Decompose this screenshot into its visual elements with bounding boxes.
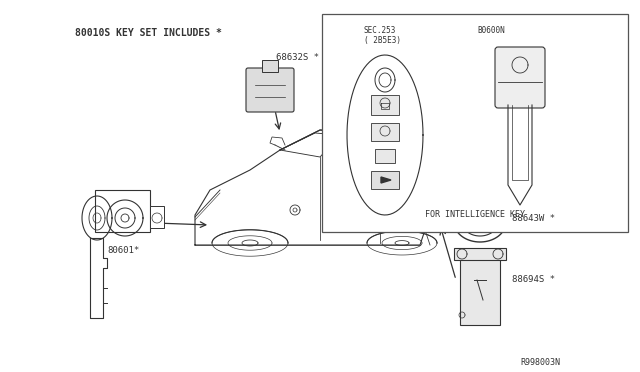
Text: SEC.253
( 2B5E3): SEC.253 ( 2B5E3): [364, 26, 401, 45]
Polygon shape: [381, 177, 391, 183]
Bar: [371, 95, 399, 115]
Bar: [322, 14, 628, 232]
Text: 88643W *: 88643W *: [512, 214, 555, 222]
FancyBboxPatch shape: [495, 47, 545, 108]
Text: 68632S *: 68632S *: [276, 53, 319, 62]
Text: 80010S KEY SET INCLUDES *: 80010S KEY SET INCLUDES *: [75, 28, 222, 38]
Bar: [371, 123, 399, 141]
Bar: [262, 60, 278, 72]
Text: B0600N: B0600N: [477, 26, 505, 35]
FancyBboxPatch shape: [246, 68, 294, 112]
Text: R998003N: R998003N: [520, 358, 560, 367]
Bar: [375, 149, 395, 163]
Bar: [454, 248, 506, 260]
Text: 88694S *: 88694S *: [512, 276, 555, 285]
Bar: [150, 206, 164, 228]
Text: 80601*: 80601*: [107, 246, 140, 255]
Bar: [95, 190, 150, 232]
Text: FOR INTELLIGENCE KEY: FOR INTELLIGENCE KEY: [425, 210, 525, 219]
Bar: [371, 171, 399, 189]
Bar: [460, 255, 500, 325]
